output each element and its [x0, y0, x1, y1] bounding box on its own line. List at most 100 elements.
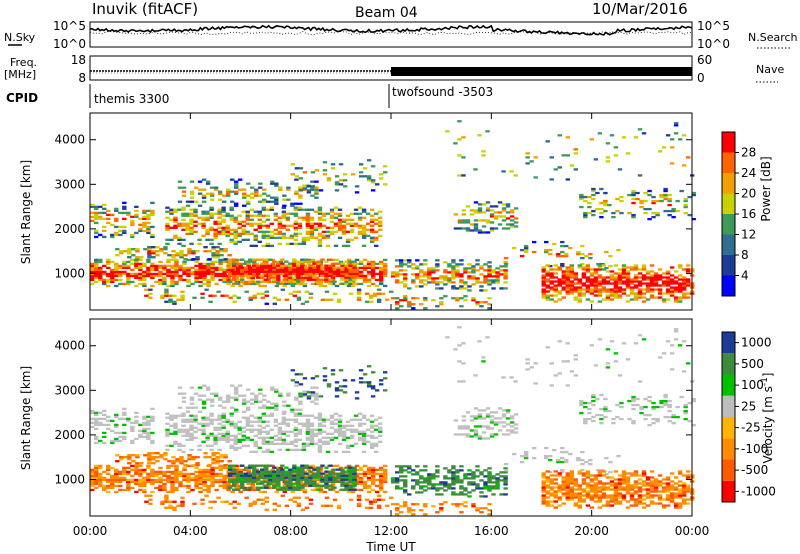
power-cell — [427, 277, 432, 280]
nsearch-tick-high: 10^5 — [697, 19, 730, 33]
velocity-cell — [206, 468, 211, 472]
velocity-cell — [284, 472, 289, 475]
power-cell — [329, 210, 335, 213]
velocity-cell — [312, 474, 317, 477]
power-cell — [165, 206, 170, 209]
power-cell — [391, 275, 396, 278]
power-cell — [501, 207, 507, 210]
power-cell — [186, 272, 191, 276]
power-cell — [241, 228, 246, 231]
velocity-cell — [561, 502, 566, 505]
velocity-cell — [217, 414, 222, 417]
power-cell — [459, 263, 464, 266]
power-cell — [657, 276, 663, 279]
velocity-cell — [361, 440, 367, 443]
power-cell — [285, 224, 291, 227]
velocity-cell — [177, 392, 183, 395]
velocity-cell — [362, 486, 368, 490]
power-cell — [170, 282, 175, 286]
velocity-cell — [114, 439, 119, 443]
power-cell — [395, 301, 400, 304]
velocity-cell — [427, 477, 432, 480]
power-cell — [284, 266, 289, 269]
velocity-cell — [495, 487, 500, 490]
velocity-cell — [483, 481, 488, 484]
power-cell — [122, 217, 127, 221]
power-cell — [681, 296, 687, 299]
power-cell — [272, 268, 277, 271]
velocity-cell — [191, 456, 196, 459]
power-cell — [354, 258, 360, 262]
power-cell — [443, 261, 448, 264]
power-cell — [651, 201, 656, 205]
power-cell — [587, 195, 592, 199]
power-cell — [663, 187, 668, 191]
velocity-cell — [296, 484, 301, 487]
velocity-cell — [94, 411, 99, 415]
velocity-cell — [300, 474, 305, 477]
power-cell — [415, 275, 420, 278]
power-cell — [407, 287, 412, 290]
velocity-cell — [378, 466, 384, 470]
power-cell — [292, 260, 297, 263]
power-cell — [483, 281, 488, 284]
velocity-cell — [206, 478, 211, 482]
power-cell — [280, 262, 285, 265]
velocity-cell — [308, 476, 313, 479]
power-cell — [110, 235, 115, 239]
velocity-cell — [334, 478, 340, 482]
power-cell — [473, 229, 479, 232]
velocity-cell — [324, 486, 329, 489]
power-cell — [225, 212, 230, 215]
velocity-cell — [189, 434, 194, 437]
velocity-cell — [268, 476, 273, 479]
velocity-cell — [110, 474, 115, 478]
power-cell — [461, 221, 467, 224]
velocity-cell — [234, 464, 239, 468]
power-cell — [317, 232, 323, 235]
velocity-cell — [225, 438, 230, 441]
velocity-cell — [177, 430, 182, 433]
power-cell — [565, 270, 570, 273]
velocity-cell — [213, 438, 218, 441]
power-cell — [169, 212, 174, 215]
velocity-cell — [377, 426, 383, 429]
power-cell — [260, 292, 265, 295]
power-cell — [663, 197, 668, 201]
velocity-cell — [325, 418, 331, 421]
power-cell — [290, 266, 296, 270]
power-cell — [487, 269, 492, 272]
power-cell — [362, 268, 368, 272]
velocity-cell — [258, 406, 263, 409]
power-cell — [182, 270, 187, 274]
power-cell — [150, 264, 155, 268]
power-cell — [168, 300, 173, 303]
power-cell — [158, 264, 163, 268]
velocity-cell — [114, 484, 119, 488]
power-cell — [164, 288, 169, 291]
power-cell — [217, 210, 222, 213]
velocity-cell — [168, 506, 173, 509]
power-cell — [326, 179, 332, 182]
velocity-cell — [270, 482, 276, 486]
power-cell — [282, 284, 288, 288]
velocity-cell — [138, 433, 143, 437]
velocity-cell — [150, 419, 155, 423]
velocity-cell — [98, 411, 103, 415]
power-cell — [301, 238, 307, 241]
power-cell — [138, 227, 143, 231]
power-cell — [300, 302, 306, 305]
power-cell — [102, 229, 107, 233]
power-cell — [334, 181, 340, 184]
power-cell — [585, 278, 591, 281]
power-cell — [206, 280, 211, 284]
power-cell — [685, 284, 691, 287]
velocity-cell — [501, 415, 507, 418]
power-cell — [340, 282, 345, 285]
power-cell — [186, 258, 191, 262]
velocity-cell — [553, 478, 558, 481]
power-cell — [645, 288, 651, 291]
power-cell — [569, 286, 575, 289]
velocity-cell — [475, 487, 480, 490]
power-cell — [344, 282, 349, 285]
